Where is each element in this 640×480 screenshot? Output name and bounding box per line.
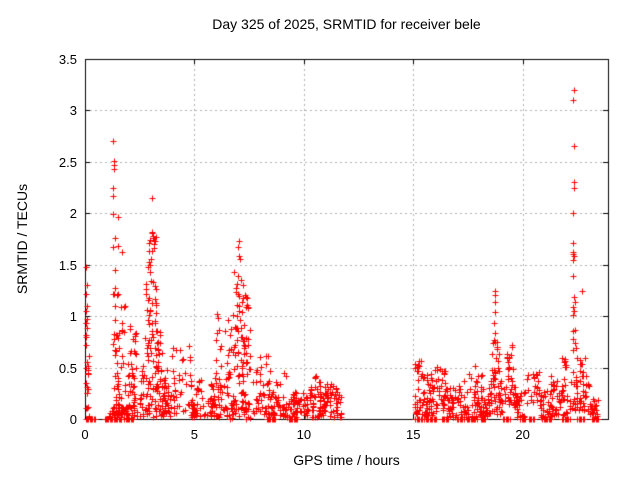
x-tick-label: 10 [296, 427, 312, 442]
y-tick-label: 2.5 [58, 154, 77, 170]
x-tick-label: 20 [515, 427, 530, 442]
y-tick-label: 0 [69, 412, 77, 427]
y-tick-label: 0.5 [58, 360, 77, 376]
chart-title: Day 325 of 2025, SRMTID for receiver bel… [212, 16, 481, 32]
y-tick-label: 1 [69, 309, 77, 325]
x-tick-label: 15 [406, 427, 421, 442]
y-axis-title: SRMTID / TECUs [14, 183, 30, 295]
x-tick-label: 5 [190, 427, 199, 442]
y-tick-label: 3 [69, 103, 77, 119]
y-tick-label: 1.5 [58, 257, 77, 273]
x-tick-label: 0 [81, 427, 89, 442]
y-tick-label: 2 [69, 206, 77, 222]
y-tick-label: 3.5 [58, 52, 77, 67]
x-axis-title: GPS time / hours [293, 452, 400, 468]
